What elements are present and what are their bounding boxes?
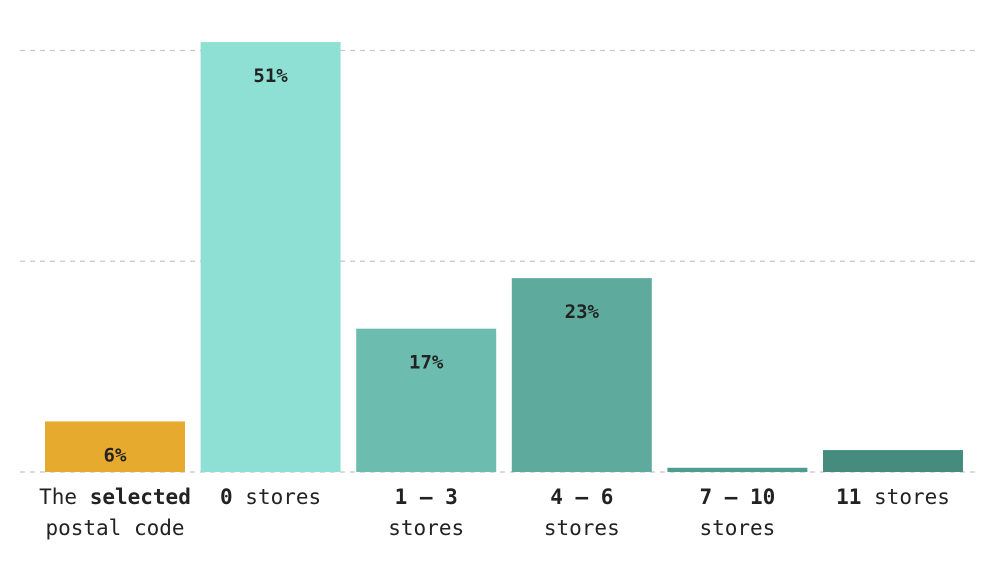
x-tick-label-3-line-0: 4 – 6 <box>550 485 613 509</box>
bar-4 <box>667 467 808 472</box>
value-labels: 6% 51% 17% 23% <box>104 65 600 466</box>
x-tick-label-4-line-1: stores <box>699 516 775 540</box>
bar-0 <box>45 421 185 472</box>
value-label-0: 6% <box>104 444 127 466</box>
x-tick-label-2-line-1: stores <box>388 516 464 540</box>
x-tick-label-5-line-0: 11 stores <box>836 485 950 509</box>
value-label-1: 51% <box>253 65 288 87</box>
x-tick-label-0-line-0: The selected <box>39 485 191 509</box>
x-tick-label-0-line-1: postal code <box>45 516 184 540</box>
gridlines <box>20 49 980 473</box>
bar-1 <box>200 42 341 472</box>
bar-2 <box>356 328 497 472</box>
value-label-2: 17% <box>409 352 444 374</box>
x-tick-label-4-line-0: 7 – 10 <box>699 485 775 509</box>
bar-5 <box>823 450 963 472</box>
x-tick-label-1-line-0: 0 stores <box>220 485 321 509</box>
value-label-3: 23% <box>565 301 600 323</box>
bar-3 <box>511 278 652 472</box>
x-axis-tick-labels: The selected postal code 0 stores 1 – 3 stor… <box>39 485 950 540</box>
x-tick-label-3-line-1: stores <box>544 516 620 540</box>
bars <box>45 42 963 472</box>
x-tick-label-2-line-0: 1 – 3 <box>395 485 458 509</box>
